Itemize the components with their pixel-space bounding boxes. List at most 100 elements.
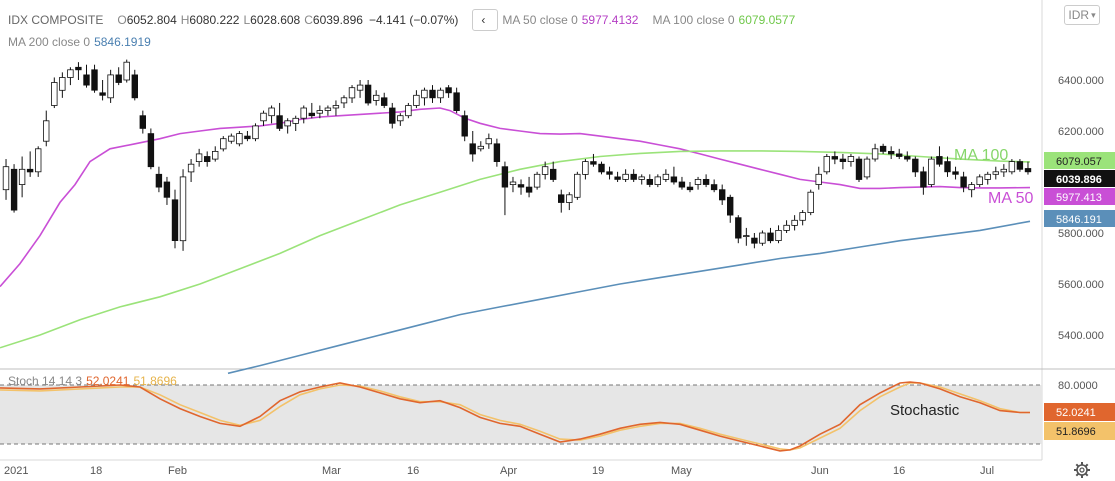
ma100-legend-label[interactable]: MA 100 close 0 (652, 13, 735, 27)
candle (324, 105, 332, 116)
stochastic-pane (0, 381, 1042, 452)
stoch-d-tag: 51.8696 (1044, 422, 1115, 440)
svg-text:6039.896: 6039.896 (1056, 174, 1102, 186)
legend-row-main: IDX COMPOSITE O 6052.804 H 6080.222 L 6028.… (8, 9, 799, 31)
candle (115, 67, 122, 86)
candle (928, 156, 935, 188)
time-tick-label: Jul (980, 465, 994, 477)
candle (614, 171, 621, 182)
candle (107, 69, 114, 103)
candle (493, 138, 501, 167)
candle (727, 194, 734, 223)
candle (429, 85, 436, 103)
candle (59, 72, 66, 98)
stochastic-annotation: Stochastic (890, 402, 960, 419)
price-tick-label: 5800.000 (1058, 228, 1104, 240)
candle (268, 105, 275, 124)
candle (839, 153, 847, 170)
candle (646, 174, 653, 188)
candle (694, 176, 702, 190)
candle (815, 166, 822, 190)
time-tick-label: Feb (168, 465, 187, 477)
candle (936, 146, 943, 167)
candle (976, 174, 983, 188)
candle (437, 87, 444, 103)
candle (590, 153, 597, 167)
candle (91, 64, 98, 93)
candle (574, 171, 581, 200)
close-price-tag: 6039.896 (1044, 170, 1115, 187)
ma100-legend-value: 6079.0577 (738, 13, 796, 27)
candle (187, 159, 195, 182)
stoch-line-k (0, 381, 1030, 452)
candle (992, 166, 999, 180)
candle (445, 85, 452, 98)
stoch-legend-label[interactable]: Stoch 14 14 3 (8, 374, 83, 388)
price-tick-label: 6400.000 (1058, 75, 1104, 87)
symbol-name[interactable]: IDX COMPOSITE (8, 13, 104, 27)
candle (751, 233, 758, 249)
candle (509, 176, 517, 193)
stochastic-band (0, 385, 1042, 444)
candle (743, 227, 750, 246)
price-axis: 5400.0005600.0005800.0006000.0006200.000… (1044, 75, 1115, 440)
ma50-legend-label[interactable]: MA 50 close 0 (502, 13, 578, 27)
candle (421, 87, 428, 106)
candle (139, 110, 146, 134)
candle (968, 182, 975, 198)
candle (686, 182, 694, 193)
candle (807, 189, 814, 216)
svg-text:5977.413: 5977.413 (1056, 192, 1102, 204)
gear-icon[interactable] (1074, 462, 1090, 478)
candle (35, 146, 42, 177)
change-value: −4.141 (−0.07%) (368, 13, 459, 27)
time-tick-label: Mar (322, 465, 341, 477)
candle (163, 176, 171, 205)
stoch-tick-label: 80.0000 (1058, 380, 1098, 392)
ma50-price-tag: 5977.413 (1044, 188, 1115, 205)
candle (896, 148, 903, 160)
candle (308, 102, 315, 119)
open-label: O (117, 13, 127, 27)
candle (952, 166, 959, 180)
time-tick-label: 16 (893, 465, 905, 477)
candle (413, 90, 420, 109)
candle (904, 151, 911, 162)
svg-text:5846.191: 5846.191 (1056, 214, 1102, 226)
candle (783, 220, 790, 233)
candle (831, 151, 838, 165)
candle (292, 115, 299, 131)
candle (389, 102, 396, 129)
candle (179, 169, 187, 251)
candle (799, 210, 806, 226)
ma200-price-tag: 5846.191 (1044, 210, 1115, 227)
chevron-left-icon: ‹ (481, 13, 486, 27)
candle (252, 123, 259, 142)
candle (735, 215, 742, 244)
candle (920, 166, 927, 195)
candle (453, 87, 460, 114)
ma200-legend-label[interactable]: MA 200 close 0 (8, 35, 91, 49)
time-tick-label: 16 (407, 465, 419, 477)
candle (228, 133, 235, 144)
candle (598, 161, 605, 175)
candle (1000, 164, 1007, 177)
candle (260, 110, 267, 126)
ma-line-ma50 (0, 107, 1031, 288)
currency-button[interactable]: IDR ▾ (1064, 5, 1100, 25)
collapse-legend-button[interactable]: ‹ (472, 9, 499, 31)
candle (517, 179, 525, 195)
svg-text:51.8696: 51.8696 (1056, 426, 1096, 438)
ma-line-ma100 (0, 150, 1031, 349)
candle (719, 184, 726, 205)
candle (380, 92, 388, 109)
candle (244, 131, 251, 142)
time-tick-label: Apr (500, 465, 517, 477)
candle (1024, 161, 1032, 175)
candle (284, 118, 291, 134)
candle (67, 67, 74, 86)
low-value: 6028.608 (250, 13, 301, 27)
candle (775, 225, 782, 244)
candle (405, 102, 412, 119)
